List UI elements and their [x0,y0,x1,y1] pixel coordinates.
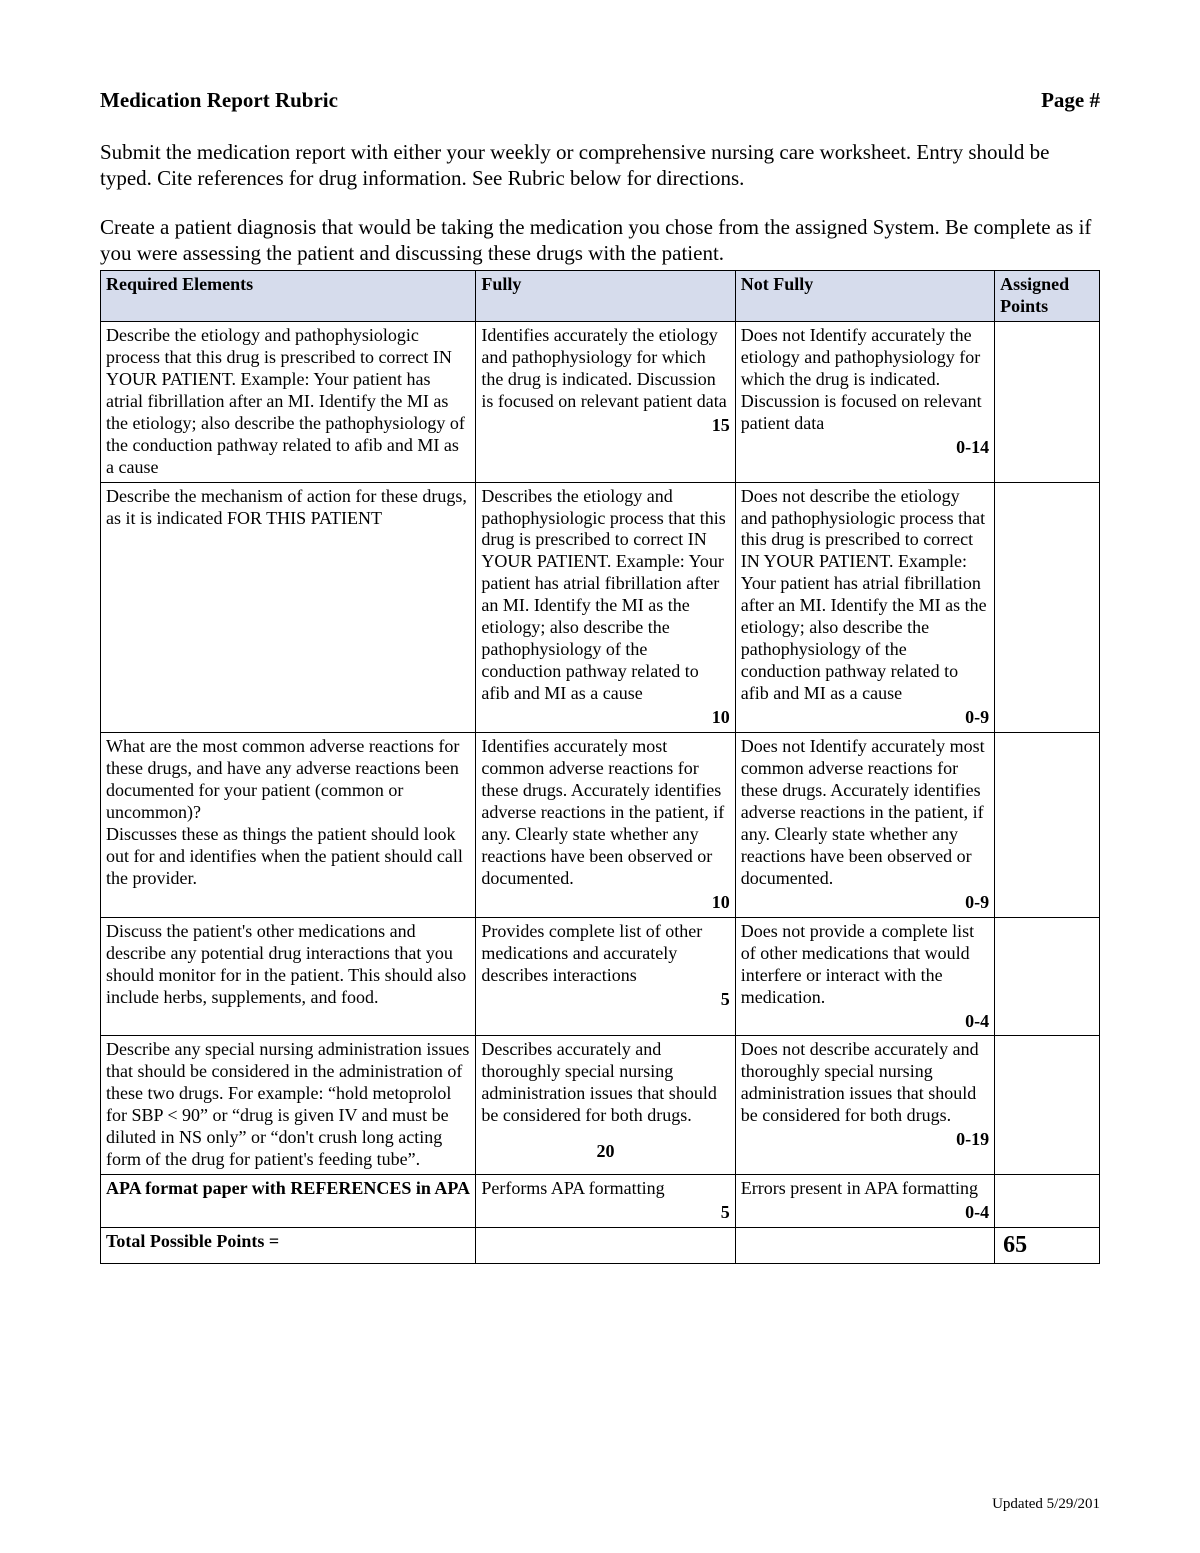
rubric-table: Required Elements Fully Not Fully Assign… [100,270,1100,1264]
not-fully-points: 0-19 [741,1129,989,1151]
cell-fully: Identifies accurately the etiology and p… [476,321,735,482]
cell-required: What are the most common adverse reactio… [101,733,476,918]
cell-assigned-points [995,733,1100,918]
cell-assigned-points [995,321,1100,482]
table-row: Discuss the patient's other medications … [101,917,1100,1036]
table-row: Describe the etiology and pathophysiolog… [101,321,1100,482]
total-label: Total Possible Points = [101,1228,476,1264]
cell-required: APA format paper with REFERENCES in APA [101,1175,476,1228]
col-required-elements: Required Elements [101,271,476,322]
fully-points: 10 [481,707,729,729]
not-fully-points: 0-14 [741,437,989,459]
table-row: APA format paper with REFERENCES in APAP… [101,1175,1100,1228]
table-row: Describe the mechanism of action for the… [101,482,1100,732]
cell-required: Discuss the patient's other medications … [101,917,476,1036]
cell-assigned-points [995,917,1100,1036]
cell-assigned-points [995,1036,1100,1175]
fully-points: 15 [481,415,729,437]
cell-required: Describe the mechanism of action for the… [101,482,476,732]
cell-assigned-points [995,1175,1100,1228]
document-page: Medication Report Rubric Page # Submit t… [0,0,1200,1553]
fully-points: 10 [481,892,729,914]
cell-not-fully: Errors present in APA formatting0-4 [735,1175,994,1228]
table-header: Required Elements Fully Not Fully Assign… [101,271,1100,322]
table-row: What are the most common adverse reactio… [101,733,1100,918]
cell-fully: Performs APA formatting5 [476,1175,735,1228]
intro-paragraph-2: Create a patient diagnosis that would be… [100,214,1100,267]
cell-not-fully: Does not provide a complete list of othe… [735,917,994,1036]
cell-not-fully: Does not Identify accurately most common… [735,733,994,918]
fully-points: 5 [481,989,729,1011]
not-fully-points: 0-4 [741,1011,989,1033]
cell-not-fully: Does not describe accurately and thoroug… [735,1036,994,1175]
fully-points: 20 [481,1141,729,1163]
fully-points: 5 [481,1202,729,1224]
footer-updated: Updated 5/29/201 [992,1496,1100,1513]
cell-required: Describe any special nursing administrat… [101,1036,476,1175]
cell-not-fully: Does not describe the etiology and patho… [735,482,994,732]
doc-title: Medication Report Rubric [100,88,338,113]
col-not-fully: Not Fully [735,271,994,322]
not-fully-points: 0-4 [741,1202,989,1224]
not-fully-points: 0-9 [741,892,989,914]
cell-required: Describe the etiology and pathophysiolog… [101,321,476,482]
cell-fully: Provides complete list of other medicati… [476,917,735,1036]
not-fully-points: 0-9 [741,707,989,729]
intro-paragraph-1: Submit the medication report with either… [100,139,1100,192]
cell-not-fully: Does not Identify accurately the etiolog… [735,321,994,482]
cell-fully: Describes accurately and thoroughly spec… [476,1036,735,1175]
cell-fully: Describes the etiology and pathophysiolo… [476,482,735,732]
page-header: Medication Report Rubric Page # [100,88,1100,113]
col-fully: Fully [476,271,735,322]
cell-assigned-points [995,482,1100,732]
col-assigned-points: Assigned Points [995,271,1100,322]
total-row: Total Possible Points = 65 [101,1228,1100,1264]
page-number-label: Page # [1041,88,1100,113]
table-row: Describe any special nursing administrat… [101,1036,1100,1175]
cell-fully: Identifies accurately most common advers… [476,733,735,918]
table-body: Describe the etiology and pathophysiolog… [101,321,1100,1263]
total-points: 65 [995,1228,1100,1264]
